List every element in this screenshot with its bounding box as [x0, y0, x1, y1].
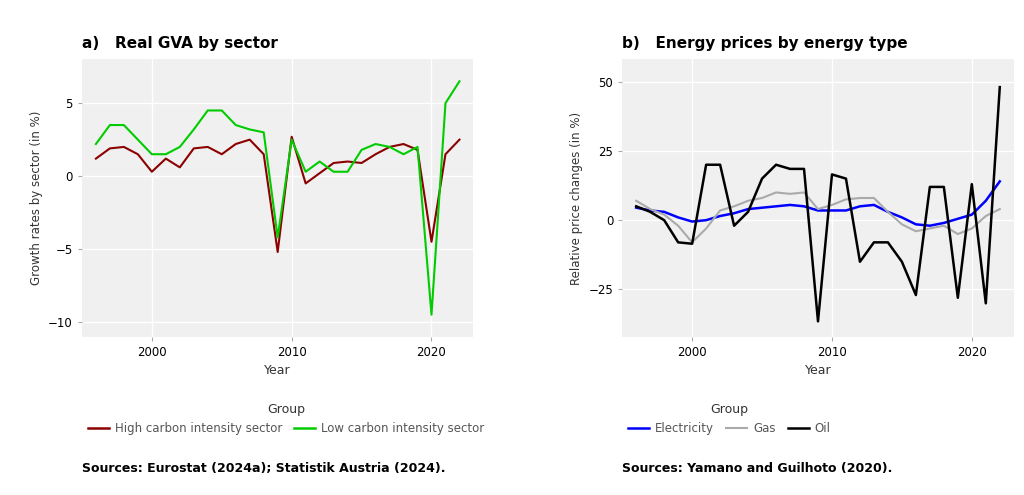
Text: Sources: Yamano and Guilhoto (2020).: Sources: Yamano and Guilhoto (2020).: [623, 462, 893, 475]
Text: a)   Real GVA by sector: a) Real GVA by sector: [82, 36, 278, 51]
Text: Sources: Eurostat (2024a); Statistik Austria (2024).: Sources: Eurostat (2024a); Statistik Aus…: [82, 462, 445, 475]
Y-axis label: Growth rates by sector (in %): Growth rates by sector (in %): [30, 111, 43, 285]
Text: b)   Energy prices by energy type: b) Energy prices by energy type: [623, 36, 908, 51]
X-axis label: Year: Year: [805, 364, 831, 377]
X-axis label: Year: Year: [264, 364, 291, 377]
Legend: High carbon intensity sector, Low carbon intensity sector: High carbon intensity sector, Low carbon…: [88, 403, 484, 436]
Legend: Electricity, Gas, Oil: Electricity, Gas, Oil: [628, 403, 830, 436]
Y-axis label: Relative price changes (in %): Relative price changes (in %): [570, 111, 583, 285]
